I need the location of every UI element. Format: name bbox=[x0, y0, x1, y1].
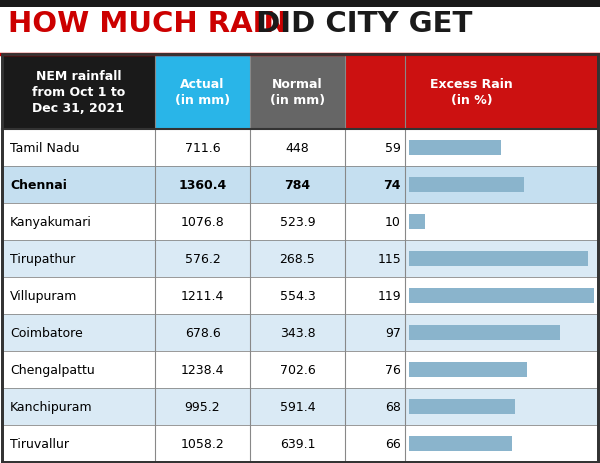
Text: 576.2: 576.2 bbox=[185, 252, 220, 265]
Bar bbox=[2, 314, 598, 351]
Text: Normal
(in mm): Normal (in mm) bbox=[270, 78, 325, 107]
Text: Actual
(in mm): Actual (in mm) bbox=[175, 78, 230, 107]
Text: 97: 97 bbox=[385, 326, 401, 339]
Bar bbox=[2, 204, 598, 240]
Text: 639.1: 639.1 bbox=[280, 437, 315, 450]
Text: 59: 59 bbox=[385, 142, 401, 155]
Text: Excess Rain
(in %): Excess Rain (in %) bbox=[430, 78, 513, 107]
Bar bbox=[409, 251, 588, 267]
Text: 448: 448 bbox=[286, 142, 310, 155]
Bar bbox=[2, 167, 598, 204]
Text: Tamil Nadu: Tamil Nadu bbox=[10, 142, 79, 155]
Bar bbox=[345, 55, 598, 130]
Text: 1076.8: 1076.8 bbox=[181, 216, 224, 229]
Bar bbox=[155, 55, 250, 130]
Text: Villupuram: Villupuram bbox=[10, 289, 77, 302]
Text: 1058.2: 1058.2 bbox=[181, 437, 224, 450]
Text: 678.6: 678.6 bbox=[185, 326, 220, 339]
Text: 995.2: 995.2 bbox=[185, 400, 220, 413]
Text: Coimbatore: Coimbatore bbox=[10, 326, 83, 339]
Text: 76: 76 bbox=[385, 363, 401, 376]
Bar bbox=[0, 0, 600, 8]
Text: Chengalpattu: Chengalpattu bbox=[10, 363, 95, 376]
Bar bbox=[2, 240, 598, 277]
Bar bbox=[409, 214, 425, 230]
Text: 66: 66 bbox=[385, 437, 401, 450]
Text: 343.8: 343.8 bbox=[280, 326, 316, 339]
Text: 711.6: 711.6 bbox=[185, 142, 220, 155]
Text: DID CITY GET: DID CITY GET bbox=[246, 10, 472, 38]
Text: HOW MUCH RAIN: HOW MUCH RAIN bbox=[8, 10, 288, 38]
Text: 115: 115 bbox=[377, 252, 401, 265]
Text: Kanchipuram: Kanchipuram bbox=[10, 400, 92, 413]
Text: Tiruvallur: Tiruvallur bbox=[10, 437, 69, 450]
Bar bbox=[409, 325, 560, 340]
Text: 523.9: 523.9 bbox=[280, 216, 316, 229]
Text: 591.4: 591.4 bbox=[280, 400, 316, 413]
Text: 68: 68 bbox=[385, 400, 401, 413]
Text: 1211.4: 1211.4 bbox=[181, 289, 224, 302]
Bar bbox=[250, 55, 345, 130]
Bar bbox=[409, 362, 527, 377]
Text: 119: 119 bbox=[377, 289, 401, 302]
Bar bbox=[2, 425, 598, 462]
Text: Chennai: Chennai bbox=[10, 179, 67, 192]
Bar bbox=[0, 8, 600, 55]
Bar bbox=[409, 177, 524, 193]
Bar bbox=[2, 277, 598, 314]
Text: Tirupathur: Tirupathur bbox=[10, 252, 75, 265]
Bar bbox=[409, 140, 501, 156]
Text: 702.6: 702.6 bbox=[280, 363, 316, 376]
Text: 268.5: 268.5 bbox=[280, 252, 316, 265]
Text: 10: 10 bbox=[385, 216, 401, 229]
Text: NEM rainfall
from Oct 1 to
Dec 31, 2021: NEM rainfall from Oct 1 to Dec 31, 2021 bbox=[32, 70, 125, 115]
Bar bbox=[2, 55, 155, 130]
Text: 1238.4: 1238.4 bbox=[181, 363, 224, 376]
Text: 74: 74 bbox=[383, 179, 401, 192]
Bar bbox=[409, 399, 515, 414]
Text: 554.3: 554.3 bbox=[280, 289, 316, 302]
Bar bbox=[2, 388, 598, 425]
Bar bbox=[409, 436, 512, 451]
Text: 1360.4: 1360.4 bbox=[178, 179, 227, 192]
Text: Kanyakumari: Kanyakumari bbox=[10, 216, 92, 229]
Bar bbox=[2, 351, 598, 388]
Bar bbox=[409, 288, 594, 304]
Text: 784: 784 bbox=[284, 179, 311, 192]
Bar bbox=[2, 130, 598, 167]
Bar bbox=[2, 55, 598, 462]
